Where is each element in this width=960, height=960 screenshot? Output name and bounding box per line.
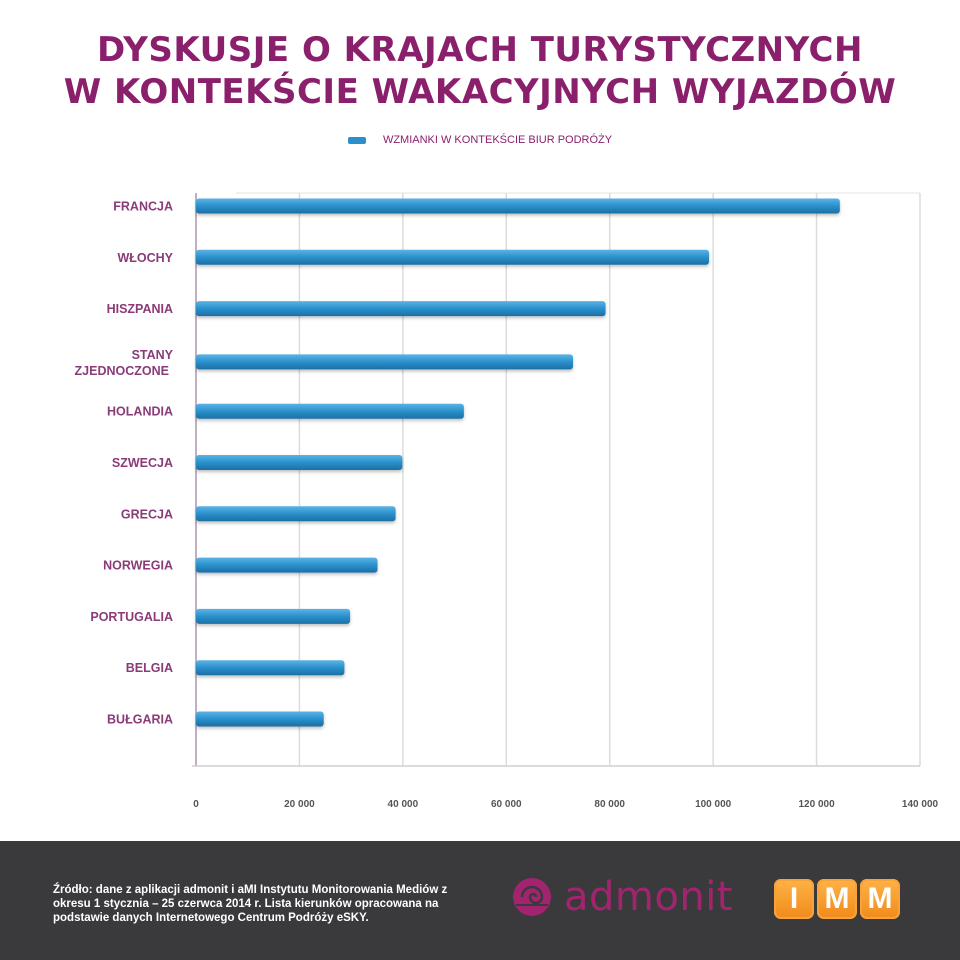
chart-title-line1: DYSKUSJE O KRAJACH TURYSTYCZNYCH xyxy=(97,30,863,70)
bar xyxy=(196,301,606,317)
bar xyxy=(196,557,378,573)
bar xyxy=(196,198,840,214)
x-tick-label: 60 000 xyxy=(491,799,522,810)
legend: WZMIANKI W KONTEKŚCIE BIUR PODRÓŻY xyxy=(0,134,960,146)
category-label: NORWEGIA xyxy=(103,559,173,573)
imm-letter-i: I xyxy=(774,879,814,919)
category-label: BELGIA xyxy=(126,661,173,675)
category-label: HOLANDIA xyxy=(107,405,173,419)
imm-letter-m2: M xyxy=(860,879,900,919)
bar xyxy=(196,608,351,624)
admonit-shell-icon xyxy=(513,878,551,916)
x-tick-label: 100 000 xyxy=(695,799,732,810)
bar xyxy=(196,506,396,522)
category-label: WŁOCHY xyxy=(117,251,173,265)
category-label: HISZPANIA xyxy=(107,302,173,316)
category-label: PORTUGALIA xyxy=(90,610,173,624)
x-tick-label: 120 000 xyxy=(798,799,835,810)
bar xyxy=(196,354,573,370)
category-label: GRECJA xyxy=(121,507,173,521)
x-tick-label: 80 000 xyxy=(594,799,625,810)
bar-chart: FRANCJA WŁOCHY HISZPANIA STANY ZJEDNOCZONE HO… xyxy=(75,192,939,810)
category-label: SZWECJA xyxy=(112,456,173,470)
chart-title-line2: W KONTEKŚCIE WAKACYJNYCH WYJAZDÓW xyxy=(63,72,897,112)
admonit-logo: admonit xyxy=(510,874,733,920)
footer: Źródło: dane z aplikacji admonit i aMI I… xyxy=(0,841,960,960)
x-tick-label: 40 000 xyxy=(388,799,419,810)
x-tick-label: 20 000 xyxy=(284,799,315,810)
category-label: FRANCJA xyxy=(113,200,173,214)
category-label: BUŁGARIA xyxy=(107,713,173,727)
imm-logo: I M M xyxy=(774,879,900,919)
bar xyxy=(196,711,324,727)
bar xyxy=(196,249,710,265)
bar xyxy=(196,403,464,419)
bar xyxy=(196,660,345,676)
x-tick-label: 140 000 xyxy=(902,799,939,810)
bar xyxy=(196,455,403,470)
source-note: Źródło: dane z aplikacji admonit i aMI I… xyxy=(53,884,448,924)
legend-label: WZMIANKI W KONTEKŚCIE BIUR PODRÓŻY xyxy=(382,134,613,147)
legend-swatch xyxy=(347,136,366,144)
admonit-wordmark: admonit xyxy=(564,874,733,920)
x-tick-label: 0 xyxy=(193,799,199,810)
imm-letter-m1: M xyxy=(817,879,857,919)
category-label: STANY ZJEDNOCZONE xyxy=(75,348,174,378)
